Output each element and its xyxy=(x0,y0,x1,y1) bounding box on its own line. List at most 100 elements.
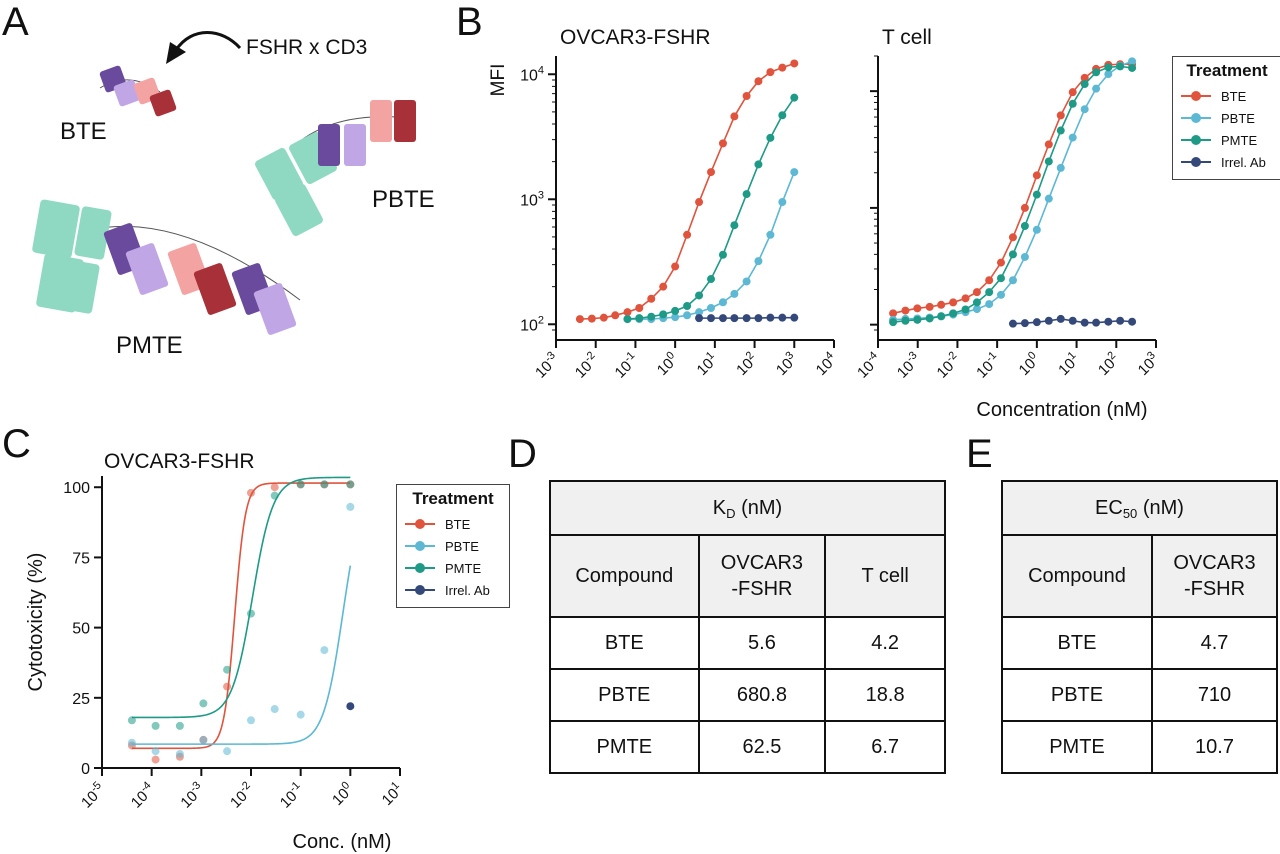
data-point xyxy=(754,160,763,169)
data-point xyxy=(1056,314,1065,323)
data-point xyxy=(247,488,255,497)
data-point xyxy=(1104,317,1113,326)
legend-marker-icon xyxy=(1181,90,1211,102)
ec50-table-header: EC50 (nM) xyxy=(1001,480,1278,536)
table-cell: 10.7 xyxy=(1151,720,1278,774)
x-axis-label: Conc. (nM) xyxy=(293,831,392,853)
data-point xyxy=(270,483,279,492)
data-point xyxy=(647,294,656,303)
table-row: BTE 5.6 4.2 xyxy=(549,616,946,670)
data-point xyxy=(659,282,668,291)
x-tick-label: 10-2 xyxy=(932,349,964,381)
data-point xyxy=(1044,194,1053,203)
data-point xyxy=(1032,171,1041,180)
data-point xyxy=(1056,126,1065,135)
x-tick-label: 104 xyxy=(811,349,841,379)
data-point xyxy=(175,749,184,758)
data-point xyxy=(1056,111,1065,120)
x-tick-label: 10-3 xyxy=(176,779,208,811)
fit-curve-pbte xyxy=(131,565,352,745)
legend-label: Irrel. Ab xyxy=(445,582,490,598)
table-cell: BTE xyxy=(1001,616,1153,670)
data-point xyxy=(1092,318,1101,327)
data-point xyxy=(683,311,692,320)
data-point xyxy=(1032,190,1041,199)
y-tick-label: 100 xyxy=(63,480,90,497)
data-point xyxy=(695,314,704,323)
antibody-format-cartoon xyxy=(32,31,416,335)
data-point xyxy=(683,302,692,311)
legend-b: Treatment BTE PBTE PMTE Irrel. Ab xyxy=(1172,56,1280,180)
x-tick-label: 10-4 xyxy=(853,349,885,381)
data-point xyxy=(175,721,184,730)
data-point xyxy=(1116,62,1125,71)
column-header: T cell xyxy=(824,534,946,618)
data-point xyxy=(1116,316,1125,325)
table-row: PMTE 62.5 6.7 xyxy=(549,720,946,774)
legend-label: BTE xyxy=(445,516,471,532)
data-point xyxy=(913,315,922,324)
data-point xyxy=(985,276,994,285)
data-point xyxy=(1128,317,1137,326)
legend-label: BTE xyxy=(1221,88,1247,104)
x-tick-label: 101 xyxy=(1054,349,1084,379)
data-point xyxy=(247,716,255,725)
data-point xyxy=(901,316,910,325)
data-point xyxy=(718,250,727,259)
data-point xyxy=(151,755,160,764)
data-point xyxy=(1080,318,1089,327)
data-point xyxy=(635,314,644,323)
data-point xyxy=(718,298,727,307)
data-point xyxy=(223,665,232,674)
data-point xyxy=(925,302,934,311)
data-point xyxy=(587,314,596,323)
data-point xyxy=(659,310,668,319)
y-tick-label: 102 xyxy=(520,314,544,334)
data-point xyxy=(937,312,946,321)
data-point xyxy=(575,315,584,324)
data-point xyxy=(949,298,958,307)
legend-marker-icon xyxy=(1181,112,1211,124)
table-cell: PBTE xyxy=(549,668,700,722)
table-cell: PBTE xyxy=(1001,668,1153,722)
data-point xyxy=(1128,57,1137,66)
data-point xyxy=(707,314,716,323)
legend-label: PMTE xyxy=(445,560,482,576)
data-point xyxy=(346,480,355,489)
data-point xyxy=(742,92,751,101)
table-cell: 4.7 xyxy=(1151,616,1278,670)
x-tick-label: 102 xyxy=(732,349,762,379)
table-cell: 4.2 xyxy=(824,616,946,670)
data-point xyxy=(346,702,355,711)
legend-item-pmte: PMTE xyxy=(1181,129,1273,151)
legend-item-pbte: PBTE xyxy=(1181,107,1273,129)
pbte-cartoon xyxy=(255,100,416,236)
data-point xyxy=(996,290,1005,299)
data-point xyxy=(599,313,608,322)
x-tick-label: 10-3 xyxy=(531,349,563,381)
y-tick-label: 50 xyxy=(72,621,90,638)
data-point xyxy=(1008,250,1017,259)
data-point xyxy=(683,230,692,239)
data-point xyxy=(346,502,355,511)
data-point xyxy=(199,699,208,708)
panel-label-b: B xyxy=(456,0,483,44)
legend-item-irrel-ab: Irrel. Ab xyxy=(405,579,501,601)
data-point xyxy=(270,491,279,500)
table-cell: PMTE xyxy=(549,720,700,774)
x-tick-label: 101 xyxy=(377,779,407,809)
data-point xyxy=(1080,80,1089,89)
y-axis-label: Cytotoxicity (%) xyxy=(25,553,47,692)
table-cell: PMTE xyxy=(1001,720,1153,774)
data-point xyxy=(151,747,160,756)
series-line-bte xyxy=(579,62,795,320)
data-point xyxy=(742,314,751,323)
x-tick-label: 100 xyxy=(1014,349,1044,379)
data-point xyxy=(1104,70,1113,79)
bte-cartoon xyxy=(99,65,177,117)
plot-title-b-left: OVCAR3-FSHR xyxy=(560,26,711,49)
data-point xyxy=(270,705,279,714)
data-point xyxy=(127,738,136,747)
data-point xyxy=(1008,276,1017,285)
